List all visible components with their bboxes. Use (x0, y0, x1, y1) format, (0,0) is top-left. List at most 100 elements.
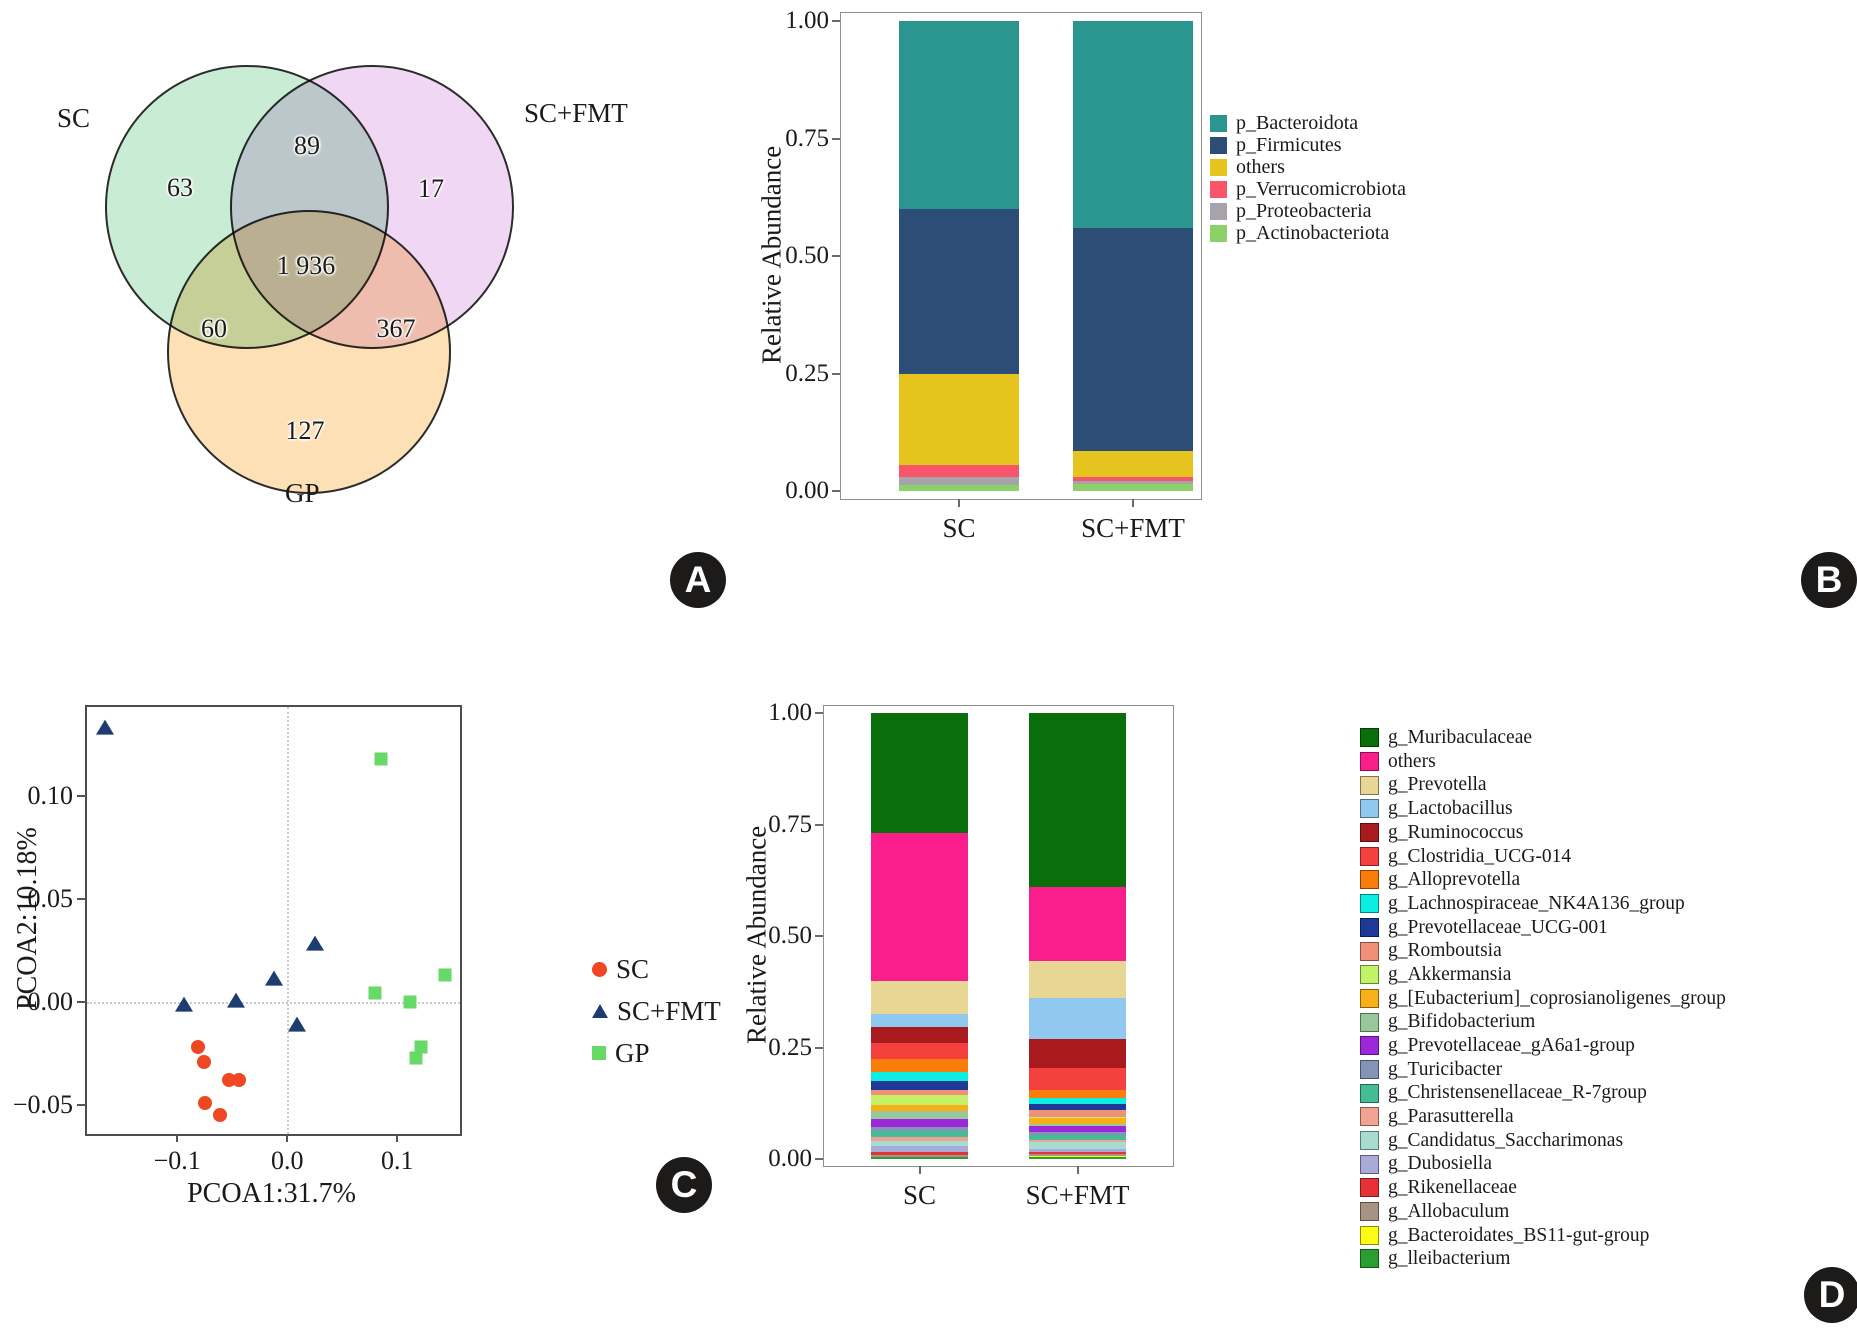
x-tick-label: 0.0 (271, 1146, 304, 1175)
stacked-bar-SC+FMT (1073, 21, 1193, 491)
scatter-point-GP (368, 986, 382, 1000)
phylum-plot-area: SC SC+FMT 1.00 0.75 0.50 0.25 0.00 (785, 7, 1202, 543)
x-tick (176, 1134, 179, 1142)
bar-segment-g_Clostridia_UCG-014 (871, 1043, 968, 1059)
legend-color-swatch (1360, 1154, 1379, 1174)
legend-color-swatch (1210, 114, 1227, 132)
legend-color-swatch (1360, 823, 1379, 843)
bar-segment-g_Christensenellaceae_R-7group (871, 1131, 968, 1137)
bar-segment-g_Prevotellaceae_UCG-001 (1029, 1104, 1126, 1110)
legend-item: g_Rikenellaceae (1360, 1176, 1726, 1200)
scatter-point-SC+FMT (265, 970, 284, 986)
legend-color-swatch (1360, 1036, 1379, 1056)
legend-color-swatch (1210, 158, 1227, 176)
x-tick (286, 1134, 289, 1142)
x-tick-SC (958, 499, 960, 507)
venn-set-label-scfmt: SC+FMT (524, 98, 628, 128)
bar-segment-g_Dubosiella (871, 1146, 968, 1152)
bar-segment-p_Verrucomicrobiota (1073, 476, 1193, 481)
phylum-legend: p_Bacteroidota p_Firmicutes others p_Verruc… (1210, 112, 1406, 244)
legend-color-swatch (1360, 1202, 1379, 1222)
legend-color-swatch (1360, 870, 1379, 890)
scatter-point-GP (403, 995, 417, 1009)
bar-segment-g_Candidatus_Saccharimonas (871, 1141, 968, 1147)
scatter-point-GP (409, 1051, 423, 1065)
bar-segment-g_Turicibacter (1029, 1131, 1126, 1136)
y-tick-label: 1.00 (768, 699, 812, 726)
bar-segment-g_Akkermansia (1029, 1116, 1126, 1119)
legend-color-swatch (1360, 1012, 1379, 1032)
venn-count-scfmt-gp: 367 (376, 314, 416, 343)
legend-label: g_Dubosiella (1388, 1153, 1492, 1175)
y-tick-label: 0.05 (27, 883, 74, 913)
y-tick (832, 255, 840, 257)
panel-venn-diagram: SC SC+FMT GP 63 89 17 1 936 60 367 127 (0, 0, 700, 620)
legend-label: g_Candidatus_Saccharimonas (1388, 1129, 1624, 1151)
bar-segment-g_Prevotella (871, 980, 968, 1015)
bar-segment-g_Romboutsia (871, 1089, 968, 1096)
legend-item: g_Prevotellaceae_UCG-001 (1360, 916, 1726, 940)
bar-segment-others (871, 833, 968, 981)
bar-segment-g_Romboutsia (1029, 1109, 1126, 1117)
legend-color-swatch (1360, 799, 1379, 819)
zero-gridline-horizontal (87, 1001, 460, 1004)
bar-segment-g_Bacteroidates_BS11-gut-group (871, 1156, 968, 1158)
bar-segment-g_Rikenellaceae (871, 1151, 968, 1155)
legend-color-swatch (1360, 775, 1379, 795)
triangle-marker-icon (592, 1004, 608, 1018)
legend-color-swatch (1360, 894, 1379, 914)
genus-plot-area: SC SC+FMT 1.00 0.75 0.50 0.25 0.00 (768, 699, 1174, 1210)
legend-label: g_Ruminococcus (1388, 821, 1524, 843)
legend-color-swatch (1360, 941, 1379, 961)
legend-label: g_Christensenellaceae_R-7group (1388, 1082, 1647, 1104)
panel-phylum-barchart: Relative Abundance SC SC+FMT 1.00 0.75 0.50 0… (700, 0, 1500, 620)
legend-color-swatch (1360, 1083, 1379, 1103)
bar-segment-g_Parasutterella (1029, 1139, 1126, 1143)
panel-genus-barchart: Relative Abundance SC SC+FMT 1.00 0.75 0.50 0… (700, 660, 1857, 1334)
legend-item: SC (592, 948, 721, 990)
legend-label: g_Prevotellaceae_UCG-001 (1388, 916, 1608, 938)
legend-label: g_Allobaculum (1388, 1200, 1510, 1222)
stacked-bar-SC+FMT (1029, 713, 1126, 1159)
venn-count-scfmt-only: 17 (418, 174, 444, 203)
panel-badge-d: D (1804, 1267, 1857, 1323)
pcoa-legend: SC SC+FMT GP (592, 948, 721, 1074)
bar-segment-p_Bacteroidota (1073, 21, 1193, 228)
venn-count-sc-gp: 60 (201, 314, 227, 343)
y-tick (815, 935, 823, 937)
panel-badge-a: A (670, 552, 726, 608)
scatter-point-SC+FMT (226, 992, 245, 1008)
y-tick (815, 1046, 823, 1049)
legend-item: g_Bifidobacterium (1360, 1010, 1726, 1034)
legend-color-swatch (1360, 752, 1379, 772)
legend-color-swatch (1360, 1225, 1379, 1245)
bar-segment-g_Muribaculaceae (871, 713, 968, 834)
stacked-bar-SC (899, 21, 1019, 491)
scatter-point-SC (197, 1054, 212, 1069)
legend-label: g_Akkermansia (1388, 963, 1512, 985)
legend-item: g_Lachnospiraceae_NK4A136_group (1360, 892, 1726, 916)
legend-color-swatch (1360, 1249, 1379, 1269)
x-category-label-SC+FMT: SC+FMT (1081, 513, 1185, 543)
bar-segment-p_Proteobacteria (899, 476, 1019, 486)
y-tick-label: 0.25 (785, 359, 829, 387)
legend-label: g_Clostridia_UCG-014 (1388, 845, 1572, 867)
legend-item: g_[Eubacterium]_coprosianoligenes_group (1360, 987, 1726, 1011)
x-tick-SC (918, 1166, 921, 1174)
venn-set-label-gp: GP (285, 478, 320, 508)
legend-color-swatch (1360, 965, 1379, 985)
y-tick (832, 490, 840, 492)
legend-label: GP (615, 1037, 650, 1068)
legend-label: g_lleibacterium (1388, 1248, 1511, 1270)
legend-label: others (1388, 750, 1436, 772)
legend-item: g_Candidatus_Saccharimonas (1360, 1129, 1726, 1153)
y-tick-label: 0.10 (27, 780, 74, 810)
venn-circle-gp (167, 210, 451, 494)
legend-color-swatch (1210, 180, 1227, 198)
legend-item: g_Prevotellaceae_gA6a1-group (1360, 1034, 1726, 1058)
legend-color-swatch (1360, 1107, 1379, 1127)
legend-label: g_Parasutterella (1388, 1106, 1514, 1128)
legend-color-swatch (1210, 202, 1227, 220)
bar-segment-g_Dubosiella (1029, 1148, 1126, 1152)
venn-count-gp-only: 127 (285, 416, 325, 445)
